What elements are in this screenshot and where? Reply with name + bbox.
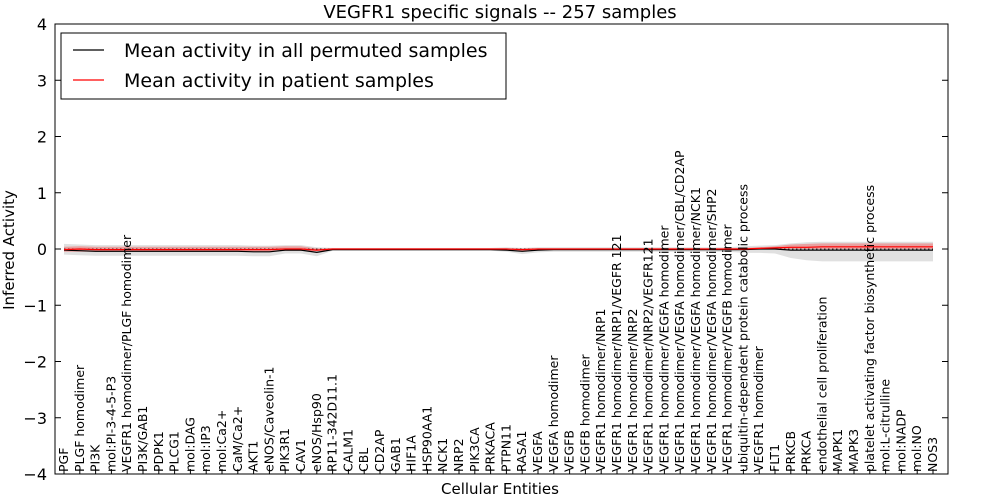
x-tick-label: mol:NADP bbox=[893, 409, 908, 472]
y-tick-label: −1 bbox=[23, 296, 47, 315]
x-tick-label: PI3K bbox=[88, 444, 103, 472]
x-tick-label: GAB1 bbox=[388, 437, 403, 472]
x-tick-label: NOS3 bbox=[925, 437, 940, 472]
x-tick-label: CBL bbox=[356, 448, 371, 472]
x-tick-label: mol:Ca2+ bbox=[214, 410, 229, 472]
y-tick-label: −4 bbox=[23, 465, 47, 484]
x-axis-label: Cellular Entities bbox=[441, 480, 559, 498]
x-tick-label: VEGFR1 homodimer/NRP1 bbox=[593, 309, 608, 472]
x-tick-label: mol:L-citrulline bbox=[878, 379, 893, 472]
x-tick-label: endothelial cell proliferation bbox=[814, 297, 829, 472]
y-tick-label: 0 bbox=[37, 240, 47, 259]
x-tick-label: CD2AP bbox=[372, 429, 387, 472]
x-tick-label: VEGFR1 homodimer/VEGFA homodimer/SHP2 bbox=[704, 188, 719, 472]
x-tick-label: platelet activating factor biosynthetic … bbox=[862, 185, 877, 472]
x-tick-label: VEGFA homodimer bbox=[546, 355, 561, 472]
x-tick-label: PRKCB bbox=[783, 431, 798, 472]
y-axis-label: Inferred Activity bbox=[0, 190, 18, 310]
x-tick-label: VEGFR1 homodimer/VEGFB homodimer bbox=[720, 224, 735, 472]
x-tick-label: VEGFR1 homodimer/VEGFA homodimer/CBL/CD2… bbox=[672, 150, 687, 472]
x-tick-label: MAPK3 bbox=[846, 429, 861, 472]
x-tick-label: mol:PI-3-4-5-P3 bbox=[103, 376, 118, 472]
x-tick-label: CALM1 bbox=[340, 429, 355, 472]
y-tick-label: −3 bbox=[23, 409, 47, 428]
x-tick-label: VEGFR1 homodimer/NRP2 bbox=[625, 309, 640, 472]
x-tick-label: ubiquitin-dependent protein catabolic pr… bbox=[735, 184, 750, 472]
x-tick-label: PTPN11 bbox=[498, 424, 513, 472]
x-tick-label: VEGFA bbox=[530, 431, 545, 472]
legend-label-patient: Mean activity in patient samples bbox=[124, 70, 434, 92]
band-permuted bbox=[64, 241, 933, 262]
x-tick-label: NRP2 bbox=[451, 438, 466, 472]
x-tick-label: PDPK1 bbox=[151, 431, 166, 472]
chart-title: VEGFR1 specific signals -- 257 samples bbox=[323, 2, 676, 23]
x-tick-label: eNOS/Hsp90 bbox=[309, 393, 324, 472]
x-tick-label: AKT1 bbox=[246, 441, 261, 472]
x-tick-label: mol:IP3 bbox=[198, 425, 213, 472]
x-tick-label: VEGFR1 homodimer/NRP1/VEGFR 121 bbox=[609, 234, 624, 472]
x-tick-label: PIK3CA bbox=[467, 427, 482, 472]
x-tick-label: VEGFR1 homodimer/VEGFA homodimer bbox=[656, 225, 671, 472]
series-line-patient bbox=[63, 246, 933, 251]
x-tick-label: HIF1A bbox=[404, 435, 419, 472]
x-tick-label: MAPK1 bbox=[830, 429, 845, 472]
y-tick-labels: −4 −3 −2 −1 0 1 2 3 4 bbox=[23, 15, 948, 484]
x-tick-label: VEGFB bbox=[562, 430, 577, 472]
y-tick-label: −2 bbox=[23, 353, 47, 372]
x-tick-label: VEGFR1 homodimer bbox=[751, 345, 766, 472]
series-line-permuted bbox=[63, 248, 933, 254]
x-tick-label: VEGFR1 homodimer/NRP2/VEGFR121 bbox=[641, 238, 656, 472]
series-lines bbox=[63, 246, 933, 254]
x-tick-label: mol:NO bbox=[909, 425, 924, 472]
y-tick-label: 4 bbox=[37, 15, 47, 34]
x-tick-labels: PGF PLGF homodimer PI3K mol:PI-3-4-5-P3 VEGF… bbox=[56, 150, 940, 474]
legend: Mean activity in all permuted samples Me… bbox=[60, 32, 507, 100]
x-tick-label: VEGFB homodimer bbox=[577, 353, 592, 472]
plot-frame bbox=[54, 23, 949, 475]
y-tick-label: 3 bbox=[37, 71, 47, 90]
x-tick-label: PLGF homodimer bbox=[72, 364, 87, 472]
x-tick-label: RASA1 bbox=[514, 431, 529, 472]
x-tick-label: RP11-342D11.1 bbox=[325, 374, 340, 472]
x-tick-label: eNOS/Caveolin-1 bbox=[261, 367, 276, 472]
x-tick-label: VEGFR1 homodimer/PLGF homodimer bbox=[119, 234, 134, 472]
x-tick-label: PIK3R1 bbox=[277, 428, 292, 472]
y-tick-label: 1 bbox=[37, 184, 47, 203]
x-tick-label: HSP90AA1 bbox=[419, 406, 434, 472]
x-tick-label: PRKACA bbox=[483, 422, 498, 472]
x-tick-label: CAV1 bbox=[293, 439, 308, 472]
x-tick-label: VEGFR1 homodimer/VEGFA homodimer/NCK1 bbox=[688, 187, 703, 472]
x-tick-label: FLT1 bbox=[767, 444, 782, 472]
y-tick-label: 2 bbox=[37, 128, 47, 147]
x-tick-label: CaM/Ca2+ bbox=[230, 406, 245, 472]
x-tick-label: PI3K/GAB1 bbox=[135, 406, 150, 472]
x-tick-label: NCK1 bbox=[435, 438, 450, 472]
legend-box bbox=[60, 32, 507, 100]
x-tick-label: PLCG1 bbox=[167, 431, 182, 472]
x-tick-label: PGF bbox=[56, 448, 71, 472]
x-tick-label: PRKCA bbox=[799, 431, 814, 472]
x-tick-label: mol:DAG bbox=[182, 417, 197, 472]
legend-label-permuted: Mean activity in all permuted samples bbox=[124, 40, 487, 62]
